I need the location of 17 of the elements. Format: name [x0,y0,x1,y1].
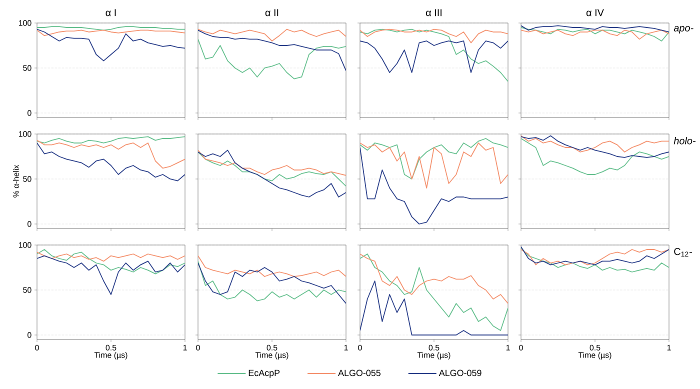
chart-title: α IV [586,9,604,16]
chart-title: α III [426,9,442,16]
legend-label: ALGO-055 [338,370,381,376]
line-series [37,140,185,169]
legend-label: ALGO-059 [438,370,482,376]
line-series [37,28,185,62]
text: apo- [674,26,694,34]
line-series [37,255,185,295]
line-series [37,136,185,144]
line-series [37,142,185,182]
text: holo- [674,137,696,144]
line-series [37,252,185,262]
text: C$_{12}$- [674,248,692,256]
line-series [37,249,185,274]
legend-label: EcAcpP [248,370,280,378]
chart-title: α I [106,9,116,16]
chart-title: α II [265,9,278,16]
